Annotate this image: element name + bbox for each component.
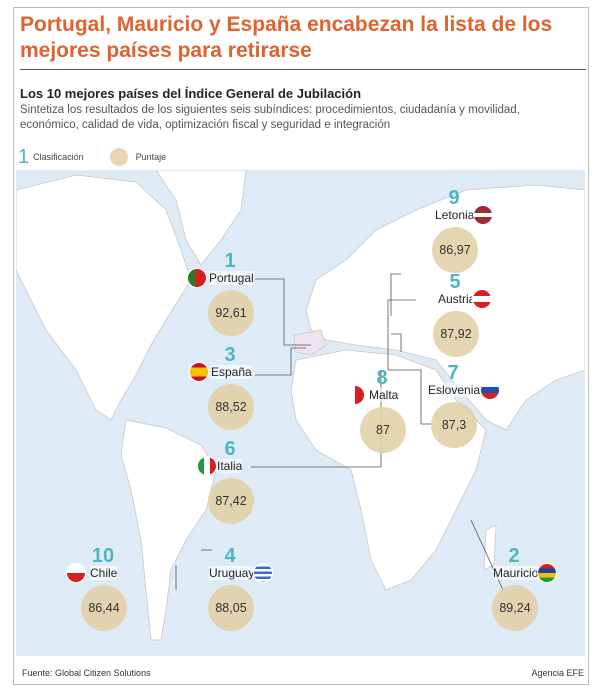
score-bubble: 88,52 bbox=[208, 384, 254, 430]
greenland bbox=[155, 170, 247, 266]
slovenia-flag-icon bbox=[480, 380, 500, 400]
headline: Portugal, Mauricio y España encabezan la… bbox=[20, 13, 553, 62]
score-bubble: 87,92 bbox=[433, 311, 479, 357]
north-america bbox=[16, 174, 192, 421]
iberia bbox=[293, 329, 327, 356]
country-uruguay: 4 Uruguay 88,05 bbox=[185, 545, 275, 635]
spain-flag-icon bbox=[189, 362, 209, 382]
chile-flag-icon bbox=[66, 563, 86, 583]
country-name: Italia bbox=[217, 459, 243, 473]
rank-number: 6 bbox=[224, 438, 236, 460]
country-letonia: 9 Letonia 86,97 bbox=[409, 187, 499, 277]
score-bubble: 87 bbox=[360, 407, 406, 453]
austria-flag-icon bbox=[472, 289, 492, 309]
score-bubble: 87,42 bbox=[208, 478, 254, 524]
portugal-flag-icon bbox=[187, 268, 207, 288]
country-name: Portugal bbox=[209, 271, 254, 285]
score-bubble: 86,44 bbox=[81, 585, 127, 631]
country-malta: 8 Malta 87 bbox=[337, 367, 427, 457]
rank-number: 7 bbox=[447, 362, 459, 384]
italy-flag-icon bbox=[197, 456, 217, 476]
country-eslovenia: 7 Eslovenia 87,3 bbox=[408, 362, 500, 452]
country-name: Uruguay bbox=[209, 566, 255, 580]
country-name: España bbox=[211, 365, 252, 379]
mauritius-flag-icon bbox=[537, 563, 557, 583]
score-bubble: 87,3 bbox=[431, 402, 477, 448]
rank-number: 1 bbox=[224, 250, 236, 272]
country-name: Austria bbox=[438, 292, 476, 306]
madagascar bbox=[483, 524, 497, 571]
rank-number: 3 bbox=[224, 344, 236, 366]
score-bubble: 89,24 bbox=[492, 585, 538, 631]
country-mauricio: 2 Mauricio 89,24 bbox=[469, 545, 559, 635]
source-credit: Fuente: Global Citizen Solutions bbox=[22, 668, 151, 678]
legend-rank-label: Clasificación bbox=[33, 152, 84, 162]
rank-number: 5 bbox=[449, 271, 461, 293]
country-austria: 5 Austria 87,92 bbox=[410, 271, 500, 361]
infographic-frame bbox=[13, 7, 589, 685]
score-bubble: 86,97 bbox=[432, 227, 478, 273]
legend-rank-sample: 1 bbox=[18, 145, 30, 168]
divider bbox=[20, 69, 586, 70]
description: Sintetiza los resultados de los siguient… bbox=[20, 104, 520, 131]
legend: 1 Clasificación Puntaje bbox=[18, 145, 166, 169]
agency-credit: Agencia EFE bbox=[531, 668, 584, 678]
country-name: Malta bbox=[369, 388, 399, 402]
country-name: Mauricio bbox=[493, 566, 539, 580]
malta-flag-icon bbox=[345, 385, 365, 405]
south-america bbox=[120, 419, 217, 641]
score-bubble: 92,61 bbox=[208, 290, 254, 336]
country-portugal: 1 Portugal 92,61 bbox=[185, 250, 275, 340]
latvia-flag-icon bbox=[473, 205, 493, 225]
country-espana: 3 España 88,52 bbox=[185, 344, 275, 434]
legend-score-swatch bbox=[109, 148, 128, 166]
country-chile: 10 Chile 86,44 bbox=[58, 545, 148, 635]
rank-number: 2 bbox=[508, 545, 520, 567]
subtitle: Los 10 mejores países del Índice General… bbox=[20, 86, 362, 101]
legend-score-label: Puntaje bbox=[135, 152, 167, 162]
country-name: Chile bbox=[90, 566, 118, 580]
rank-number: 9 bbox=[448, 187, 460, 209]
country-name: Eslovenia bbox=[428, 383, 481, 397]
europe-asia bbox=[305, 184, 585, 431]
country-italia: 6 Italia 87,42 bbox=[185, 438, 275, 528]
rank-number: 4 bbox=[224, 545, 236, 567]
rank-number: 10 bbox=[91, 545, 115, 567]
rank-number: 8 bbox=[376, 367, 388, 389]
country-name: Letonia bbox=[435, 208, 475, 222]
uruguay-flag-icon bbox=[253, 563, 273, 583]
score-bubble: 88,05 bbox=[208, 585, 254, 631]
